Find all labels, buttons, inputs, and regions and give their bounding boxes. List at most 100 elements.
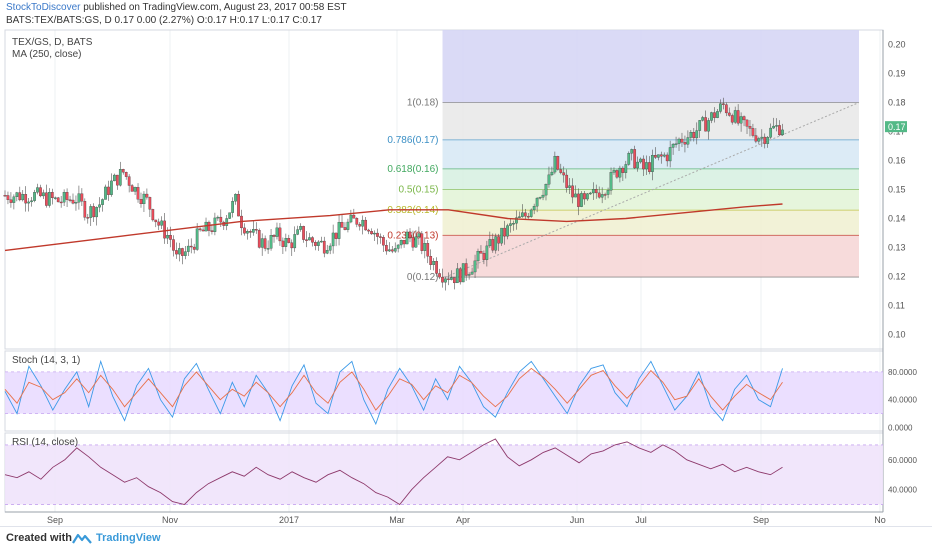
candle-body [192, 246, 196, 250]
candle-body [382, 237, 385, 246]
candle-body [47, 192, 51, 206]
candle-body [231, 201, 234, 213]
candle-body [186, 245, 190, 252]
candle-body [299, 226, 302, 230]
last-price-badge [885, 121, 907, 133]
candle-body [618, 167, 622, 178]
candle-body [665, 154, 669, 162]
candle-body [373, 232, 376, 235]
fib-zone [442, 235, 859, 278]
candle-body [71, 199, 75, 204]
quote-line: BATS:TEX/BATS:GS, D 0.17 0.00 (2.27%) O:… [6, 15, 322, 26]
candle-body [701, 117, 705, 121]
candle-body [600, 194, 604, 198]
candle-body [142, 193, 146, 205]
candle-body [606, 190, 610, 195]
stoch-axis-label: 0.0000 [888, 424, 913, 433]
candle-body [198, 228, 202, 231]
candle-body [166, 235, 169, 239]
candle-body [491, 239, 495, 251]
candle-body [553, 156, 557, 173]
candle-body [396, 244, 400, 249]
candle-body [3, 195, 7, 197]
candle-body [615, 170, 619, 178]
candle-body [535, 197, 539, 207]
candle-body [361, 219, 365, 227]
candle-body [736, 110, 740, 124]
candle-body [588, 192, 592, 195]
candle-body [145, 193, 149, 198]
candle-body [745, 119, 749, 127]
candle-body [27, 201, 30, 204]
candle-body [80, 193, 84, 202]
candle-body [659, 154, 663, 157]
price-axis-label: 0.19 [888, 69, 906, 79]
chart-area[interactable]: 1(0.18) 0.786(0.17) 0.618(0.16) 0.5(0.15) 0.… [0, 0, 932, 526]
candle-body [260, 238, 264, 248]
candle-body [89, 206, 93, 218]
last-price-label: 0.17 [888, 122, 906, 132]
trend-projection-line [445, 102, 860, 278]
candle-body [520, 212, 524, 217]
rsi-axis-label: 40.0000 [888, 486, 917, 495]
candle-body [139, 199, 143, 205]
candle-body [249, 231, 252, 233]
candle-body [110, 180, 113, 195]
candle-body [704, 117, 707, 132]
candle-body [538, 197, 542, 199]
ma-line [4, 203, 783, 252]
candle-body [544, 184, 548, 196]
candle-body [216, 216, 220, 219]
publisher-link[interactable]: StockToDiscover [6, 2, 81, 13]
candle-body [393, 248, 397, 252]
candle-body [287, 238, 291, 243]
candle-body [733, 110, 737, 123]
candle-body [254, 229, 258, 231]
rsi-band [5, 444, 883, 505]
main-legend-symbol: TEX/GS, D, BATS [12, 37, 93, 48]
candle-body [30, 200, 33, 203]
candle-body [266, 248, 270, 250]
candle-body [497, 236, 501, 244]
candle-body [50, 192, 54, 199]
candle-body [83, 200, 87, 218]
candle-body [113, 174, 116, 182]
fib-zone [442, 189, 859, 211]
candle-body [101, 199, 104, 205]
candle-body [12, 196, 16, 203]
candle-body [645, 162, 648, 170]
candle-body [716, 111, 719, 118]
candle-body [290, 242, 294, 249]
fib-zone [442, 210, 859, 236]
candle-body [21, 194, 25, 201]
candle-body [651, 155, 654, 172]
candle-body [476, 251, 480, 262]
candle-body [742, 116, 746, 121]
candle-body [317, 241, 320, 246]
rsi-legend: RSI (14, close) [12, 437, 78, 448]
candle-body [201, 229, 205, 232]
candle-body [467, 274, 471, 276]
fib-level-label: 1(0.18) [407, 98, 439, 109]
candle-body [654, 155, 657, 158]
candle-body [730, 115, 734, 123]
price-axis-label: 0.11 [888, 301, 905, 311]
candle-body [118, 169, 122, 186]
time-axis-label: Nov [162, 515, 179, 525]
candle-body [124, 172, 128, 177]
candle-body [121, 169, 125, 173]
price-axis-label: 0.16 [888, 156, 906, 166]
candle-body [387, 249, 391, 252]
candle-body [42, 192, 45, 197]
candle-body [452, 277, 456, 284]
candle-body [677, 138, 681, 144]
candle-body [686, 137, 690, 145]
candle-body [160, 220, 164, 226]
tradingview-brand[interactable]: TradingView [96, 532, 161, 544]
candle-body [157, 221, 161, 226]
candle-body [154, 219, 158, 223]
candle-body [263, 238, 267, 249]
candle-body [757, 138, 761, 142]
candle-body [775, 125, 778, 127]
candle-body [74, 202, 78, 204]
